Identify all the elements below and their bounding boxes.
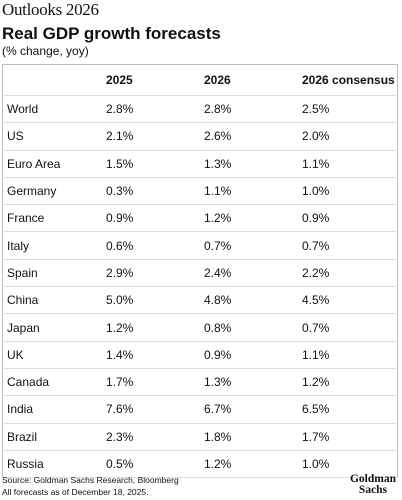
- logo-line: Sachs: [358, 484, 388, 496]
- data-row-cell: 0.8%: [200, 313, 298, 342]
- data-row: Italy 0.6% 0.7% 0.7%: [2, 231, 398, 260]
- header-row-cell: 2026 consensus: [298, 64, 398, 96]
- data-row-cell: 0.7%: [298, 231, 398, 260]
- header-row-cell: 2025: [102, 64, 200, 96]
- data-row-cell: Brazil: [2, 423, 102, 451]
- data-row: Russia 0.5% 1.2% 1.0%: [2, 450, 398, 479]
- data-row: Canada 1.7% 1.3% 1.2%: [2, 368, 398, 397]
- data-row: Euro Area 1.5% 1.3% 1.1%: [2, 150, 398, 178]
- data-row-cell: Japan: [2, 313, 102, 342]
- data-row-cell: 1.2%: [298, 368, 398, 397]
- data-row-cell: 5.0%: [102, 286, 200, 315]
- data-row: US 2.1% 2.6% 2.0%: [2, 122, 398, 151]
- data-row-cell: 2.5%: [298, 95, 398, 124]
- data-row-cell: 1.1%: [200, 177, 298, 206]
- header-row-cell: [2, 64, 102, 96]
- data-row: UK 1.4% 0.9% 1.1%: [2, 341, 398, 369]
- data-row-cell: 0.3%: [102, 177, 200, 206]
- data-row-cell: 2.8%: [102, 95, 200, 124]
- data-row-cell: 1.5%: [102, 150, 200, 178]
- data-row-cell: 0.7%: [200, 231, 298, 260]
- data-row: China 5.0% 4.8% 4.5%: [2, 286, 398, 315]
- data-row-cell: 2.8%: [200, 95, 298, 124]
- data-row-cell: Russia: [2, 450, 102, 479]
- data-row: World 2.8% 2.8% 2.5%: [2, 95, 398, 124]
- note: All forecasts as of December 18, 2025.: [2, 487, 149, 497]
- data-row-cell: 6.5%: [298, 395, 398, 424]
- data-row-cell: UK: [2, 341, 102, 369]
- data-row-cell: 1.0%: [298, 450, 398, 479]
- data-row: Japan 1.2% 0.8% 0.7%: [2, 313, 398, 342]
- data-row-cell: 1.4%: [102, 341, 200, 369]
- data-row-cell: France: [2, 204, 102, 233]
- logo: Goldman Sachs: [349, 473, 396, 496]
- title: Real GDP growth forecasts: [2, 24, 221, 43]
- data-row-cell: 0.6%: [102, 231, 200, 260]
- data-row-cell: US: [2, 122, 102, 151]
- data-row-cell: Germany: [2, 177, 102, 206]
- data-row-cell: 1.2%: [102, 313, 200, 342]
- data-row: France 0.9% 1.2% 0.9%: [2, 204, 398, 233]
- brand: Outlooks 2026: [2, 0, 99, 19]
- data-row-cell: 1.7%: [298, 423, 398, 451]
- data-row-cell: 2.2%: [298, 259, 398, 288]
- subtitle: (% change, yoy): [2, 44, 89, 58]
- data-row-cell: 4.8%: [200, 286, 298, 315]
- data-row-cell: 2.9%: [102, 259, 200, 288]
- data-row: Brazil 2.3% 1.8% 1.7%: [2, 423, 398, 451]
- data-row-cell: 1.8%: [200, 423, 298, 451]
- data-row-cell: 2.1%: [102, 122, 200, 151]
- forecast-table: 2025 2026 2026 consensus World 2.8% 2.8% 2.5% U…: [2, 64, 398, 479]
- data-row-cell: 0.9%: [200, 341, 298, 369]
- data-row-cell: Euro Area: [2, 150, 102, 178]
- data-row-cell: Spain: [2, 259, 102, 288]
- data-row-cell: 2.4%: [200, 259, 298, 288]
- data-row-cell: 1.7%: [102, 368, 200, 397]
- data-row-cell: 6.7%: [200, 395, 298, 424]
- data-row-cell: 2.0%: [298, 122, 398, 151]
- data-row-cell: 1.1%: [298, 150, 398, 178]
- data-row-cell: World: [2, 95, 102, 124]
- data-row-cell: 1.3%: [200, 368, 298, 397]
- data-row-cell: Italy: [2, 231, 102, 260]
- data-row: India 7.6% 6.7% 6.5%: [2, 395, 398, 424]
- data-row-cell: 0.9%: [102, 204, 200, 233]
- data-row-cell: China: [2, 286, 102, 315]
- data-row: Spain 2.9% 2.4% 2.2%: [2, 259, 398, 288]
- data-row-cell: Canada: [2, 368, 102, 397]
- data-row-cell: 1.3%: [200, 150, 298, 178]
- data-row-cell: 0.5%: [102, 450, 200, 479]
- source: Source: Goldman Sachs Research, Bloomber…: [2, 475, 179, 485]
- header-row-cell: 2026: [200, 64, 298, 96]
- data-row-cell: 0.9%: [298, 204, 398, 233]
- data-row-cell: 4.5%: [298, 286, 398, 315]
- data-row-cell: 1.0%: [298, 177, 398, 206]
- data-row: Germany 0.3% 1.1% 1.0%: [2, 177, 398, 206]
- data-row-cell: 2.6%: [200, 122, 298, 151]
- data-row-cell: 2.3%: [102, 423, 200, 451]
- header-row: 2025 2026 2026 consensus: [2, 64, 398, 96]
- data-row-cell: 0.7%: [298, 313, 398, 342]
- data-row-cell: India: [2, 395, 102, 424]
- logo-line: Goldman: [349, 473, 396, 485]
- data-row-cell: 1.2%: [200, 450, 298, 479]
- data-row-cell: 7.6%: [102, 395, 200, 424]
- data-row-cell: 1.2%: [200, 204, 298, 233]
- data-row-cell: 1.1%: [298, 341, 398, 369]
